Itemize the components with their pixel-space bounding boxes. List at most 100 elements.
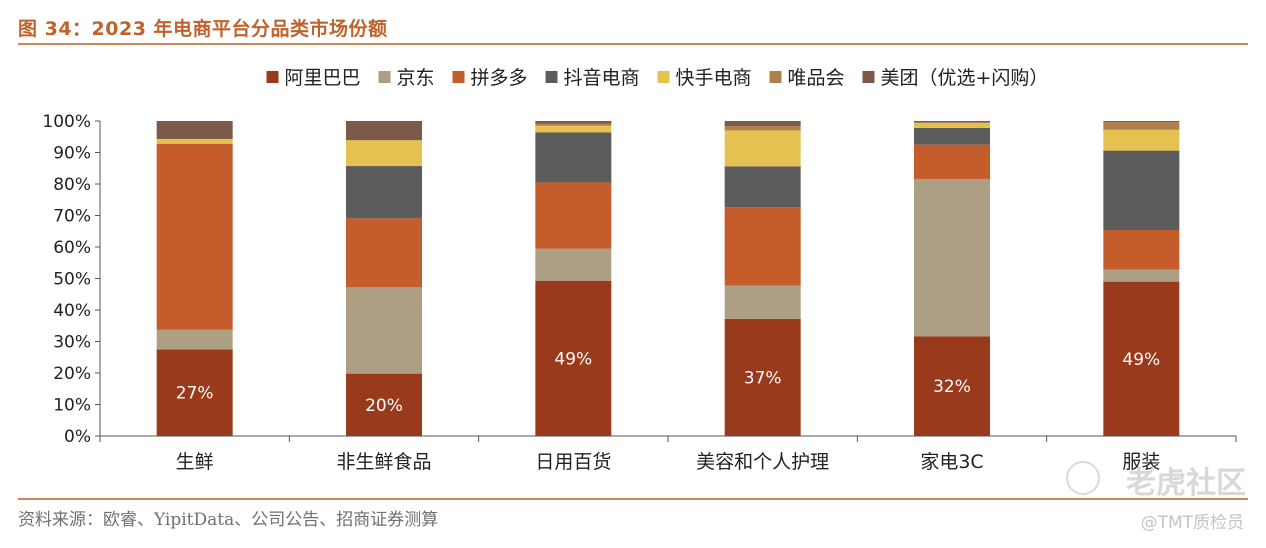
bar-segment bbox=[535, 182, 612, 249]
bar-segment bbox=[1103, 229, 1180, 270]
bar-segment bbox=[914, 123, 990, 128]
y-tick-label: 20% bbox=[53, 364, 91, 384]
bar-segment bbox=[724, 166, 801, 208]
bar-segment bbox=[1103, 129, 1180, 151]
legend-label: 京东 bbox=[397, 67, 435, 89]
data-label: 49% bbox=[554, 349, 592, 369]
bar-segment bbox=[156, 138, 233, 144]
data-label: 27% bbox=[176, 384, 214, 404]
bar-segment bbox=[346, 218, 422, 288]
bar-segment bbox=[724, 207, 801, 286]
y-tick-label: 100% bbox=[42, 112, 91, 132]
legend-item: 快手电商 bbox=[657, 67, 752, 89]
bar-segment bbox=[535, 121, 612, 124]
x-category-label: 家电3C bbox=[920, 451, 983, 473]
bar-stack: 27% bbox=[156, 121, 233, 436]
bar-segment bbox=[914, 122, 990, 124]
bar-segment bbox=[1103, 121, 1180, 122]
legend-item: 京东 bbox=[378, 67, 435, 89]
bar-segment bbox=[724, 126, 801, 131]
author-handle: @TMT质检员 bbox=[1140, 513, 1244, 533]
x-category-label: 非生鲜食品 bbox=[336, 451, 431, 473]
data-label: 20% bbox=[365, 396, 403, 416]
bar-segment bbox=[1103, 281, 1180, 436]
x-category-label: 服装 bbox=[1122, 451, 1160, 473]
legend-item: 美团（优选+闪购） bbox=[862, 67, 1049, 89]
bar-segment bbox=[724, 130, 801, 167]
legend-item: 阿里巴巴 bbox=[266, 67, 361, 89]
bar-segment bbox=[914, 336, 990, 436]
bar-stack: 32% bbox=[914, 121, 990, 436]
y-tick-label: 0% bbox=[64, 427, 91, 447]
bar-segment bbox=[156, 121, 233, 139]
y-tick-label: 30% bbox=[53, 333, 91, 353]
watermark-logo-icon bbox=[1066, 461, 1100, 495]
legend-swatch bbox=[545, 71, 558, 83]
y-tick-label: 90% bbox=[53, 144, 91, 164]
bar-stack: 20% bbox=[346, 121, 422, 436]
data-label: 37% bbox=[744, 368, 782, 388]
legend-swatch bbox=[378, 71, 391, 83]
legend-swatch bbox=[657, 71, 670, 83]
legend-label: 拼多多 bbox=[471, 67, 528, 89]
bar-segment bbox=[724, 121, 801, 127]
bar-segment bbox=[346, 373, 422, 436]
source-note: 资料来源：欧睿、YipitData、公司公告、招商证券测算 bbox=[18, 510, 439, 530]
x-category-label: 美容和个人护理 bbox=[696, 451, 829, 473]
title-rule bbox=[18, 43, 1248, 45]
legend: 阿里巴巴 京东 拼多多 抖音电商 快手电商 唯品会 美团（优选+闪购） bbox=[266, 67, 1049, 89]
legend-label: 抖音电商 bbox=[564, 67, 640, 89]
x-category-label: 生鲜 bbox=[176, 451, 214, 473]
x-category-label: 日用百货 bbox=[535, 451, 611, 473]
bar-segment bbox=[156, 143, 233, 330]
bar-segment bbox=[535, 132, 612, 183]
legend-item: 拼多多 bbox=[452, 67, 528, 89]
bar-segment bbox=[914, 144, 990, 179]
bar-segment bbox=[1103, 269, 1180, 282]
bar-stack: 49% bbox=[535, 121, 612, 436]
bar-stack: 37% bbox=[724, 121, 801, 436]
watermark: 老虎社区 bbox=[1126, 466, 1246, 501]
legend-item: 抖音电商 bbox=[545, 67, 640, 89]
y-tick-label: 70% bbox=[53, 207, 91, 227]
data-label: 32% bbox=[933, 377, 971, 397]
data-label: 49% bbox=[1122, 350, 1160, 370]
bar-segment bbox=[535, 280, 612, 436]
y-tick-label: 40% bbox=[53, 301, 91, 321]
legend-label: 唯品会 bbox=[788, 67, 845, 89]
bar-segment bbox=[1103, 121, 1180, 130]
legend-swatch bbox=[452, 71, 465, 83]
y-tick-label: 60% bbox=[53, 238, 91, 258]
legend-item: 唯品会 bbox=[769, 67, 845, 89]
legend-label: 美团（优选+闪购） bbox=[881, 67, 1049, 89]
bar-segment bbox=[535, 125, 612, 133]
stacked-bar-chart: 阿里巴巴 京东 拼多多 抖音电商 快手电商 唯品会 美团（优选+闪购） 0% 10% 20% 30… bbox=[42, 67, 1237, 473]
bars: 27% 生鲜 20% 非生鲜食品 49% 日用百货 37% 美容和个人护理 32% 家电3C 49%… bbox=[156, 121, 1180, 473]
figure-title: 图 34：2023 年电商平台分品类市场份额 bbox=[18, 18, 388, 40]
bar-segment bbox=[1103, 150, 1180, 230]
bar-segment bbox=[724, 318, 801, 436]
legend-swatch bbox=[266, 71, 279, 83]
legend-label: 阿里巴巴 bbox=[285, 67, 361, 89]
bar-segment bbox=[914, 127, 990, 145]
bar-stack: 49% bbox=[1103, 121, 1180, 436]
y-tick-label: 50% bbox=[53, 270, 91, 290]
y-tick-label: 10% bbox=[53, 396, 91, 416]
bar-segment bbox=[346, 140, 422, 167]
bar-segment bbox=[346, 287, 422, 374]
bar-segment bbox=[535, 248, 612, 281]
bar-segment bbox=[724, 285, 801, 319]
legend-swatch bbox=[862, 71, 875, 83]
legend-label: 快手电商 bbox=[676, 67, 752, 89]
bar-segment bbox=[346, 121, 422, 141]
bar-segment bbox=[346, 166, 422, 219]
bar-segment bbox=[156, 329, 233, 350]
y-tick-label: 80% bbox=[53, 175, 91, 195]
bar-segment bbox=[914, 121, 990, 123]
bar-segment bbox=[535, 123, 612, 126]
bar-segment bbox=[914, 178, 990, 337]
source-rule bbox=[18, 498, 1248, 500]
bar-segment bbox=[156, 349, 233, 436]
legend-swatch bbox=[769, 71, 782, 83]
axes: 0% 10% 20% 30% 40% 50% 60% 70% 80% 90% 100% bbox=[42, 112, 1237, 447]
